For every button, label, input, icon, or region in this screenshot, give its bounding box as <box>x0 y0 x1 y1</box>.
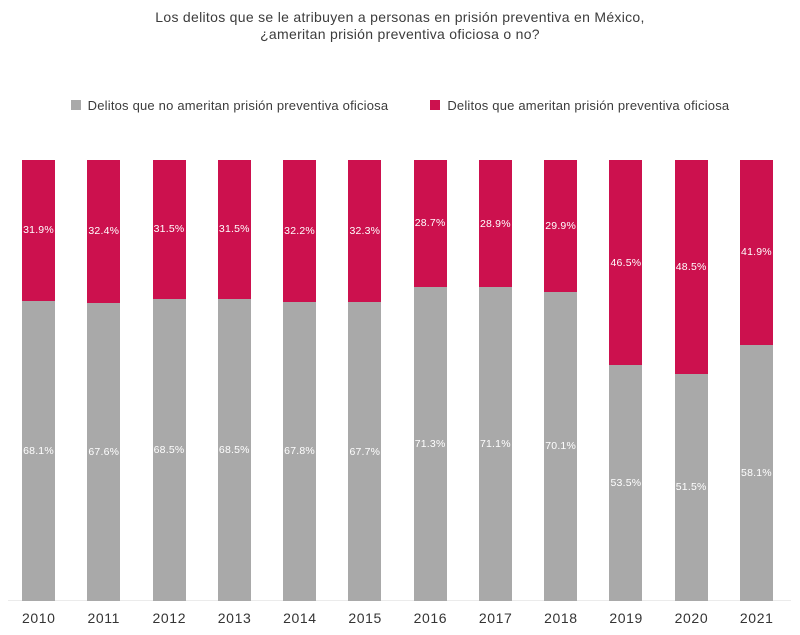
segment-ameritan: 31.5% <box>152 160 186 299</box>
segment-value-label: 53.5% <box>610 477 642 490</box>
stacked-bar: 46.5% 53.5% <box>609 160 643 601</box>
segment-no-ameritan: 71.3% <box>413 286 447 601</box>
segment-ameritan: 31.5% <box>217 160 251 299</box>
x-axis-label: 2018 <box>544 610 578 626</box>
segment-no-ameritan: 68.5% <box>217 298 251 601</box>
segment-ameritan: 46.5% <box>609 160 643 366</box>
stacked-bar: 29.9% 70.1% <box>544 160 578 601</box>
x-axis-label: 2010 <box>22 610 56 626</box>
x-axis-label: 2014 <box>283 610 317 626</box>
stacked-bar: 32.3% 67.7% <box>348 160 382 601</box>
stacked-bar: 32.4% 67.6% <box>87 160 121 601</box>
segment-value-label: 67.6% <box>88 445 120 458</box>
legend-item: Delitos que no ameritan prisión preventi… <box>70 97 389 113</box>
segment-no-ameritan: 67.7% <box>348 302 382 601</box>
segment-no-ameritan: 67.8% <box>283 302 317 601</box>
x-axis-label: 2012 <box>152 610 187 626</box>
segment-value-label: 48.5% <box>675 260 707 273</box>
segment-value-label: 31.9% <box>23 224 54 237</box>
stacked-bar: 28.9% 71.1% <box>478 160 512 601</box>
segment-value-label: 58.1% <box>741 466 772 479</box>
segment-value-label: 46.5% <box>610 256 642 269</box>
segment-no-ameritan: 68.1% <box>22 300 55 601</box>
bar-column: 31.9% 68.1% 2010 <box>22 160 55 626</box>
legend-item-label: Delitos que no ameritan prisión preventi… <box>87 97 389 113</box>
bar-column: 41.9% 58.1% 2021 <box>739 160 774 626</box>
bar-column: 32.2% 67.8% 2014 <box>283 160 317 626</box>
stacked-bar: 31.5% 68.5% <box>217 160 251 601</box>
segment-value-label: 70.1% <box>545 440 577 453</box>
bar-column: 48.5% 51.5% 2020 <box>674 160 709 626</box>
chart-title-line2: ¿ameritan prisión preventiva oficiosa o … <box>260 26 540 42</box>
segment-ameritan: 41.9% <box>739 160 773 345</box>
segment-value-label: 67.7% <box>349 445 381 458</box>
bar-column: 28.7% 71.3% 2016 <box>413 160 448 626</box>
x-axis-label: 2015 <box>348 610 382 626</box>
segment-ameritan: 32.3% <box>348 160 382 303</box>
bar-column: 28.9% 71.1% 2017 <box>478 160 513 626</box>
bar-column: 32.3% 67.7% 2015 <box>348 160 382 626</box>
segment-ameritan: 31.9% <box>22 160 55 301</box>
segment-value-label: 68.5% <box>218 443 250 456</box>
segment-value-label: 51.5% <box>675 481 707 494</box>
legend-item-label: Delitos que ameritan prisión preventiva … <box>447 97 730 113</box>
segment-no-ameritan: 58.1% <box>739 344 773 601</box>
stacked-bar: 48.5% 51.5% <box>674 160 708 601</box>
x-axis-label: 2013 <box>217 610 252 626</box>
legend-swatch <box>70 100 81 110</box>
stacked-bar: 28.7% 71.3% <box>413 160 447 601</box>
x-axis-label: 2020 <box>674 610 709 626</box>
x-axis-label: 2016 <box>413 610 448 626</box>
segment-value-label: 28.7% <box>414 217 446 230</box>
segment-value-label: 32.2% <box>284 225 315 237</box>
segment-ameritan: 28.9% <box>478 160 512 288</box>
segment-value-label: 41.9% <box>741 246 772 259</box>
bar-column: 31.5% 68.5% 2012 <box>152 160 187 626</box>
segment-value-label: 71.3% <box>414 437 446 450</box>
stacked-bar: 31.5% 68.5% <box>152 160 186 601</box>
chart-title-line1: Los delitos que se le atribuyen a person… <box>155 9 645 25</box>
segment-ameritan: 48.5% <box>674 160 708 374</box>
x-axis-label: 2019 <box>609 610 643 626</box>
legend-item: Delitos que ameritan prisión preventiva … <box>430 98 729 113</box>
bar-column: 29.9% 70.1% 2018 <box>544 160 578 626</box>
bar-column: 31.5% 68.5% 2013 <box>217 160 252 626</box>
x-axis-label: 2021 <box>739 610 774 626</box>
stacked-bar: 31.9% 68.1% <box>22 160 55 601</box>
columns-row: 31.9% 68.1% 2010 32.4% 67.6% 2011 31.5% … <box>22 160 773 626</box>
legend: Delitos que no ameritan prisión preventi… <box>0 97 800 113</box>
segment-ameritan: 32.4% <box>87 160 121 303</box>
segment-no-ameritan: 70.1% <box>544 291 578 601</box>
segment-value-label: 68.5% <box>153 443 185 456</box>
stacked-bar: 41.9% 58.1% <box>739 160 773 601</box>
segment-ameritan: 32.2% <box>283 160 317 302</box>
stacked-bar-chart: 31.9% 68.1% 2010 32.4% 67.6% 2011 31.5% … <box>0 160 800 626</box>
x-axis-label: 2011 <box>87 610 121 626</box>
segment-ameritan: 29.9% <box>544 160 578 292</box>
legend-swatch <box>430 100 441 110</box>
bar-column: 46.5% 53.5% 2019 <box>609 160 643 626</box>
x-axis-label: 2017 <box>478 610 513 626</box>
segment-no-ameritan: 67.6% <box>87 302 121 601</box>
bar-column: 32.4% 67.6% 2011 <box>87 160 121 626</box>
segment-value-label: 31.5% <box>153 223 185 236</box>
segment-value-label: 28.9% <box>479 217 511 230</box>
segment-value-label: 32.3% <box>349 225 381 238</box>
chart-title: Los delitos que se le atribuyen a person… <box>0 0 800 43</box>
segment-value-label: 31.5% <box>218 223 250 236</box>
x-axis-line <box>8 600 791 601</box>
segment-ameritan: 28.7% <box>413 160 447 287</box>
stacked-bar: 32.2% 67.8% <box>283 160 317 601</box>
segment-no-ameritan: 53.5% <box>609 365 643 601</box>
segment-no-ameritan: 71.1% <box>478 287 512 601</box>
segment-value-label: 67.8% <box>284 445 315 458</box>
segment-value-label: 71.1% <box>479 438 511 451</box>
segment-value-label: 29.9% <box>545 219 577 232</box>
segment-no-ameritan: 51.5% <box>674 373 708 601</box>
segment-no-ameritan: 68.5% <box>152 298 186 601</box>
segment-value-label: 68.1% <box>23 444 54 457</box>
segment-value-label: 32.4% <box>88 225 120 238</box>
